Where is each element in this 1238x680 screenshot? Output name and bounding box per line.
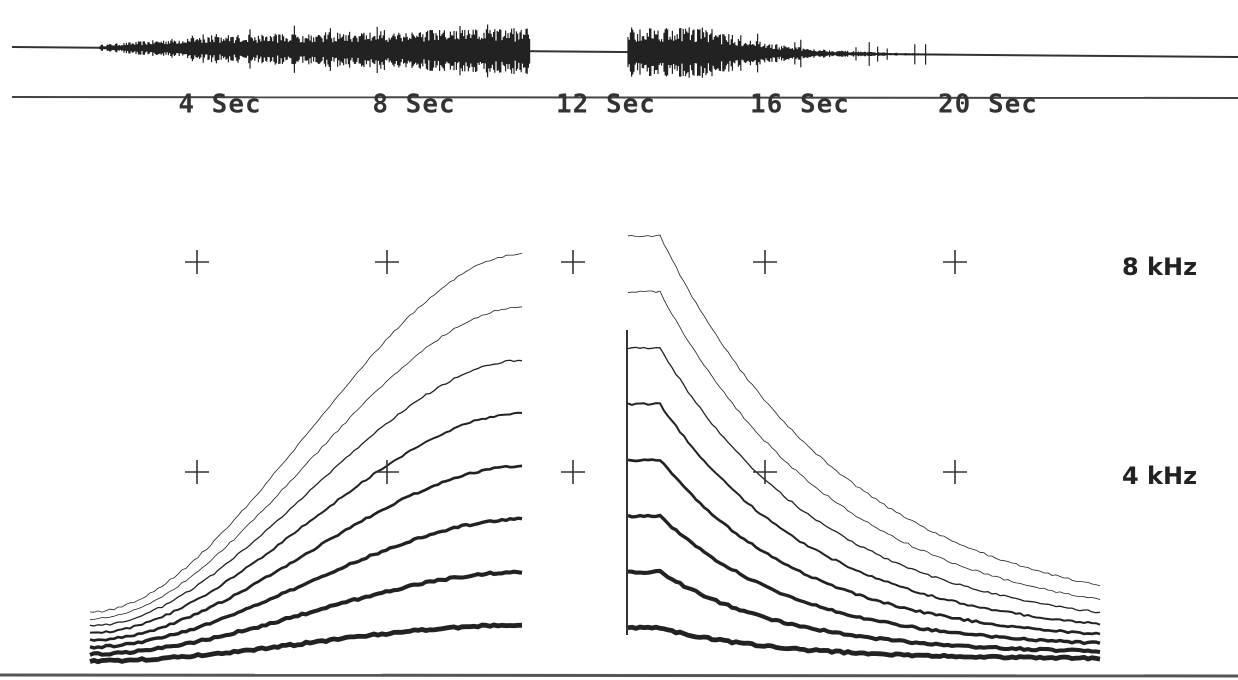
harmonic-right <box>628 291 1100 600</box>
page: {"time_labels": ["4 Sec", "8 Sec", "12 S… <box>0 0 1238 680</box>
frequency-baseline <box>0 675 1238 676</box>
grid-cross <box>943 250 967 274</box>
frequency-label: 8 kHz <box>1122 253 1197 281</box>
harmonic-left <box>90 307 522 620</box>
spectrogram-view: 4 Sec 8 Sec 12 Sec 16 Sec 20 Sec 8 kHz 4… <box>0 0 1238 680</box>
harmonic-right <box>628 516 1100 644</box>
grid-cross <box>375 250 399 274</box>
grid-cross <box>375 460 399 484</box>
grid-cross <box>753 250 777 274</box>
time-label: 12 Sec <box>556 90 656 120</box>
grid-cross <box>561 250 585 274</box>
frequency-label: 4 kHz <box>1122 462 1197 490</box>
waveform-segment <box>628 27 950 77</box>
time-label: 20 Sec <box>938 90 1038 120</box>
waveform <box>100 25 950 78</box>
grid-cross <box>185 460 209 484</box>
harmonic-left <box>90 253 522 612</box>
waveform-segment <box>100 25 530 78</box>
harmonic-right <box>628 235 1100 586</box>
grid-cross <box>943 460 967 484</box>
grid-cross <box>753 460 777 484</box>
harmonic-right <box>628 627 1100 659</box>
time-label: 8 Sec <box>372 90 455 120</box>
grid-markers <box>185 250 967 484</box>
grid-cross <box>561 460 585 484</box>
harmonics <box>90 235 1100 662</box>
harmonic-left <box>90 360 522 626</box>
grid-cross <box>185 250 209 274</box>
time-label: 4 Sec <box>178 90 261 120</box>
time-label: 16 Sec <box>750 90 850 120</box>
harmonic-left <box>90 413 522 633</box>
